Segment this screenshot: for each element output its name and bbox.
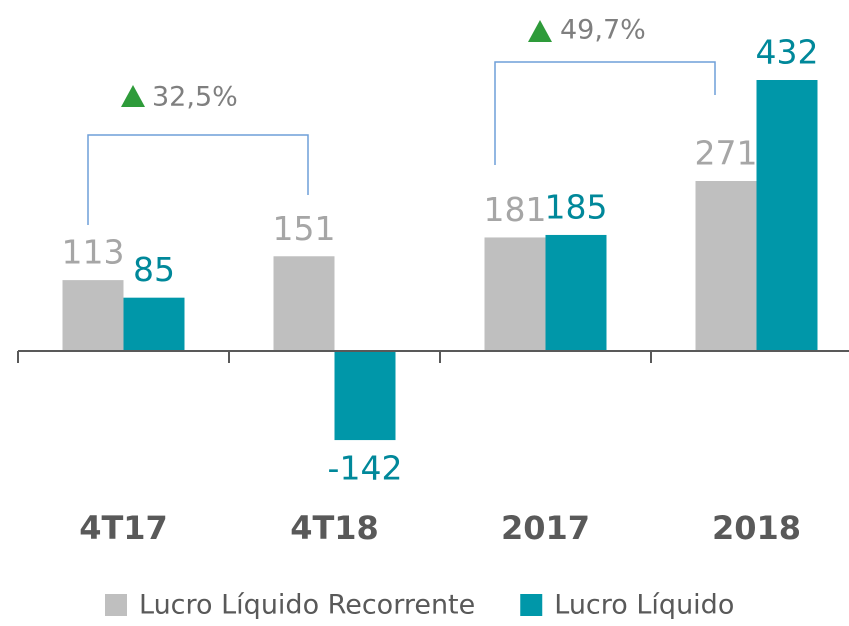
bar xyxy=(334,351,396,441)
bracket xyxy=(87,134,309,225)
annotation: 49,7% xyxy=(560,15,646,46)
value-label: -142 xyxy=(328,449,403,488)
x-tick-label: 4T18 xyxy=(290,509,379,547)
bracket xyxy=(494,61,716,165)
bar xyxy=(484,237,546,351)
annotation-bracket xyxy=(87,61,716,225)
value-label: 185 xyxy=(545,187,608,226)
annotation: 32,5% xyxy=(152,82,238,113)
x-tick-label: 2018 xyxy=(712,509,801,547)
bar xyxy=(545,234,607,351)
bar xyxy=(695,180,757,351)
bar xyxy=(273,256,335,351)
up-triangle xyxy=(528,20,552,42)
value-label: 113 xyxy=(62,233,125,272)
value-label: 85 xyxy=(133,250,175,289)
legend-swatch xyxy=(520,594,543,616)
x-tick-label: 4T17 xyxy=(79,509,168,547)
x-tick-label: 2017 xyxy=(501,509,590,547)
legend-label: Lucro Líquido Recorrente xyxy=(139,590,475,621)
bar xyxy=(62,280,124,351)
up-triangle xyxy=(121,85,145,107)
value-label: 181 xyxy=(484,190,547,229)
legend-swatch xyxy=(105,594,127,616)
value-label: 432 xyxy=(756,33,819,72)
value-label: 271 xyxy=(695,133,758,172)
legend-label: Lucro Líquido xyxy=(554,590,734,621)
bar xyxy=(123,297,185,351)
bar xyxy=(756,80,818,351)
value-label: 151 xyxy=(273,209,336,248)
